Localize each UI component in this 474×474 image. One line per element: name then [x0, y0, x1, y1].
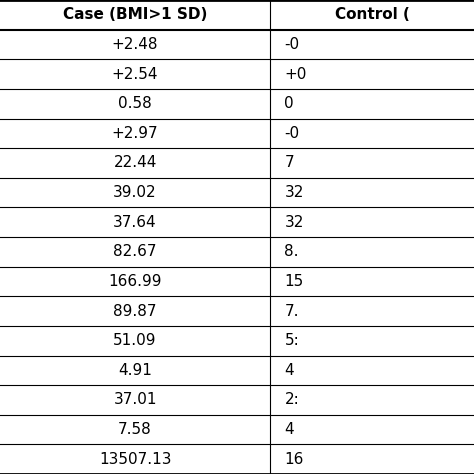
Text: 7: 7	[284, 155, 294, 171]
Text: 2:: 2:	[284, 392, 299, 408]
Text: 0: 0	[284, 96, 294, 111]
Text: 32: 32	[284, 215, 304, 230]
Text: 37.01: 37.01	[113, 392, 157, 408]
Text: 166.99: 166.99	[109, 274, 162, 289]
Text: 4.91: 4.91	[118, 363, 152, 378]
Text: 0.58: 0.58	[118, 96, 152, 111]
Text: 22.44: 22.44	[113, 155, 157, 171]
Text: 8.: 8.	[284, 244, 299, 259]
Text: Case (BMI>1 SD): Case (BMI>1 SD)	[63, 7, 207, 22]
Text: 7.58: 7.58	[118, 422, 152, 437]
Text: 82.67: 82.67	[113, 244, 157, 259]
Text: 5:: 5:	[284, 333, 299, 348]
Text: 4: 4	[284, 422, 294, 437]
Text: 89.87: 89.87	[113, 303, 157, 319]
Text: +2.48: +2.48	[112, 37, 158, 52]
Text: +2.54: +2.54	[112, 66, 158, 82]
Text: -0: -0	[284, 37, 300, 52]
Text: 37.64: 37.64	[113, 215, 157, 230]
Text: Control (: Control (	[335, 7, 410, 22]
Text: 13507.13: 13507.13	[99, 452, 171, 467]
Text: +0: +0	[284, 66, 307, 82]
Text: 51.09: 51.09	[113, 333, 157, 348]
Text: 7.: 7.	[284, 303, 299, 319]
Text: +2.97: +2.97	[112, 126, 158, 141]
Text: 39.02: 39.02	[113, 185, 157, 200]
Text: 4: 4	[284, 363, 294, 378]
Text: -0: -0	[284, 126, 300, 141]
Text: 16: 16	[284, 452, 304, 467]
Text: 15: 15	[284, 274, 304, 289]
Text: 32: 32	[284, 185, 304, 200]
